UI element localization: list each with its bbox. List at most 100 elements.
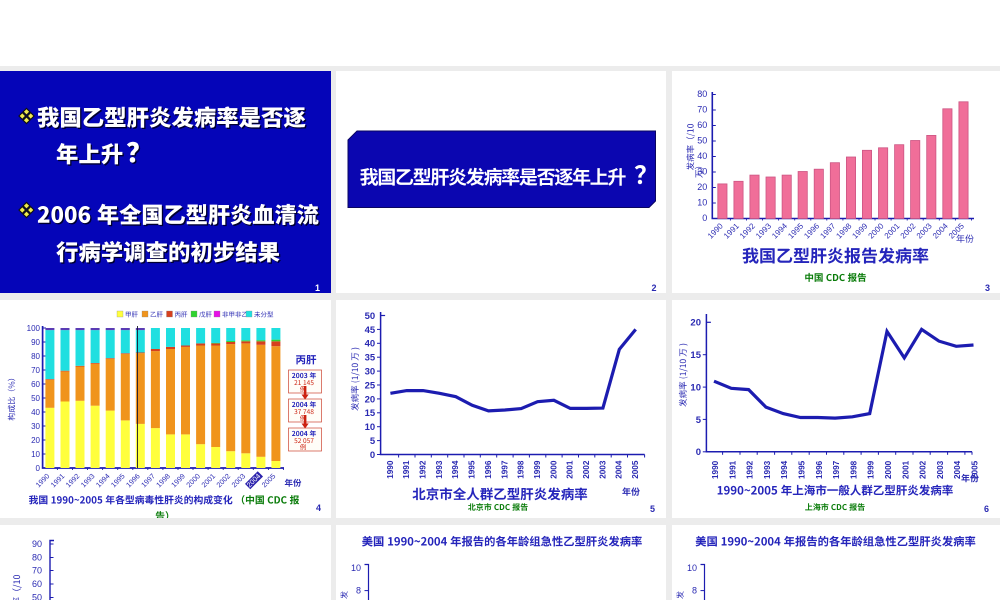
svg-text:60: 60 (697, 120, 707, 130)
svg-text:2003: 2003 (936, 460, 945, 479)
svg-text:90: 90 (32, 539, 42, 549)
svg-text:15: 15 (365, 408, 376, 419)
svg-text:10: 10 (687, 563, 697, 573)
svg-text:1999: 1999 (850, 221, 869, 240)
svg-text:2004: 2004 (953, 460, 962, 479)
svg-text:2003: 2003 (230, 472, 248, 490)
svg-text:1999: 1999 (867, 460, 876, 479)
svg-text:1996: 1996 (124, 472, 142, 490)
svg-text:1991: 1991 (402, 460, 411, 479)
svg-text:45: 45 (365, 325, 376, 336)
svg-text:80: 80 (32, 553, 42, 563)
svg-text:1997: 1997 (818, 221, 837, 240)
svg-text:25: 25 (365, 380, 376, 391)
svg-text:1991: 1991 (728, 460, 737, 479)
svg-text:50: 50 (32, 593, 42, 600)
svg-text:2003: 2003 (915, 221, 934, 240)
svg-text:1998: 1998 (517, 460, 526, 479)
svg-text:1994: 1994 (770, 221, 789, 240)
svg-text:1998: 1998 (849, 460, 858, 479)
svg-text:1996: 1996 (815, 460, 824, 479)
svg-text:1993: 1993 (763, 460, 772, 479)
svg-text:1999: 1999 (533, 460, 542, 479)
svg-text:2001: 2001 (901, 460, 910, 479)
svg-text:1992: 1992 (746, 460, 755, 479)
svg-text:2005: 2005 (631, 460, 640, 479)
svg-text:2000: 2000 (884, 460, 893, 479)
svg-text:0: 0 (702, 213, 707, 223)
svg-text:100: 100 (27, 324, 41, 333)
svg-text:50: 50 (697, 136, 707, 146)
svg-text:2001: 2001 (883, 221, 902, 240)
svg-text:1: 1 (315, 283, 320, 293)
svg-text:0: 0 (370, 450, 375, 461)
svg-text:10: 10 (697, 198, 707, 208)
svg-text:20: 20 (365, 394, 376, 405)
svg-text:1991: 1991 (722, 221, 741, 240)
svg-text:35: 35 (365, 353, 376, 364)
svg-text:1991: 1991 (49, 472, 67, 490)
svg-text:2000: 2000 (184, 472, 202, 490)
svg-text:1994: 1994 (780, 460, 789, 479)
svg-text:60: 60 (31, 380, 40, 389)
svg-text:1990: 1990 (34, 472, 52, 490)
svg-text:50: 50 (31, 394, 40, 403)
svg-text:2002: 2002 (899, 221, 918, 240)
svg-text:1997: 1997 (832, 460, 841, 479)
svg-text:30: 30 (31, 422, 40, 431)
svg-text:80: 80 (697, 89, 707, 99)
svg-text:1993: 1993 (754, 221, 773, 240)
svg-text:8: 8 (356, 586, 361, 596)
svg-text:2001: 2001 (566, 460, 575, 479)
svg-text:2: 2 (651, 283, 656, 293)
svg-text:5: 5 (370, 436, 376, 447)
svg-text:1994: 1994 (94, 472, 112, 490)
svg-text:5: 5 (696, 415, 702, 426)
svg-text:70: 70 (697, 105, 707, 115)
svg-text:80: 80 (31, 352, 40, 361)
svg-text:1997: 1997 (500, 460, 509, 479)
svg-text:50: 50 (365, 311, 376, 322)
svg-text:1998: 1998 (834, 221, 853, 240)
svg-text:2000: 2000 (549, 460, 558, 479)
svg-text:0: 0 (696, 447, 701, 458)
svg-text:20: 20 (31, 436, 40, 445)
svg-text:1993: 1993 (435, 460, 444, 479)
svg-text:10: 10 (690, 382, 701, 393)
svg-text:3: 3 (985, 283, 990, 293)
svg-text:40: 40 (697, 151, 707, 161)
svg-text:90: 90 (31, 338, 40, 347)
svg-text:2005: 2005 (971, 460, 980, 479)
svg-text:2004: 2004 (931, 221, 950, 240)
svg-text:1992: 1992 (738, 221, 757, 240)
svg-text:2005: 2005 (260, 472, 278, 490)
svg-text:2002: 2002 (214, 472, 232, 490)
svg-text:0: 0 (36, 464, 41, 473)
svg-text:1999: 1999 (169, 472, 187, 490)
svg-text:2003: 2003 (598, 460, 607, 479)
svg-text:8: 8 (692, 586, 697, 596)
svg-text:2001: 2001 (199, 472, 217, 490)
svg-text:5: 5 (650, 504, 655, 514)
svg-text:1992: 1992 (64, 472, 82, 490)
svg-text:10: 10 (351, 563, 361, 573)
svg-text:70: 70 (31, 366, 40, 375)
svg-text:40: 40 (31, 408, 40, 417)
svg-text:2002: 2002 (919, 460, 928, 479)
svg-text:1990: 1990 (386, 460, 395, 479)
svg-text:60: 60 (32, 579, 42, 589)
svg-text:1995: 1995 (468, 460, 477, 479)
svg-text:1998: 1998 (154, 472, 172, 490)
svg-text:1995: 1995 (786, 221, 805, 240)
svg-text:1996: 1996 (484, 460, 493, 479)
svg-text:1990: 1990 (711, 460, 720, 479)
svg-text:15: 15 (690, 350, 701, 361)
svg-text:20: 20 (697, 182, 707, 192)
svg-text:1994: 1994 (451, 460, 460, 479)
svg-text:1996: 1996 (802, 221, 821, 240)
svg-text:1993: 1993 (79, 472, 97, 490)
svg-text:2002: 2002 (582, 460, 591, 479)
svg-text:6: 6 (984, 504, 989, 514)
svg-text:1992: 1992 (419, 460, 428, 479)
svg-text:10: 10 (365, 422, 376, 433)
